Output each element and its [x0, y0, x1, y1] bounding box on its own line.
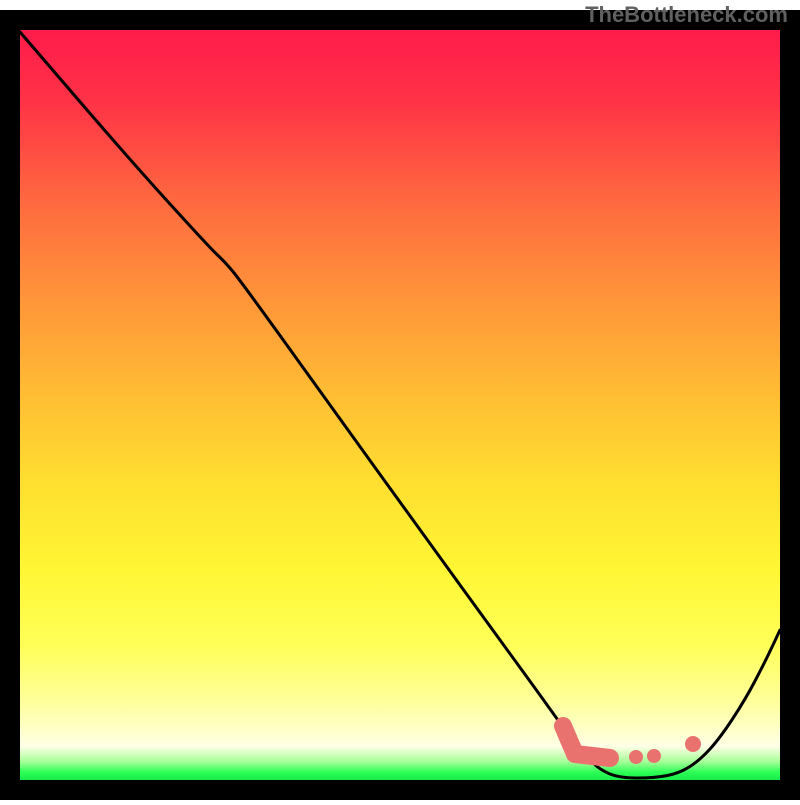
watermark-text: TheBottleneck.com	[585, 2, 788, 28]
gradient-background	[20, 30, 780, 780]
highlight-segment	[575, 754, 610, 758]
highlight-dot	[629, 750, 643, 764]
highlight-dot	[685, 736, 701, 752]
chart-svg	[0, 0, 800, 800]
chart-container: TheBottleneck.com	[0, 0, 800, 800]
highlight-dot	[647, 749, 661, 763]
